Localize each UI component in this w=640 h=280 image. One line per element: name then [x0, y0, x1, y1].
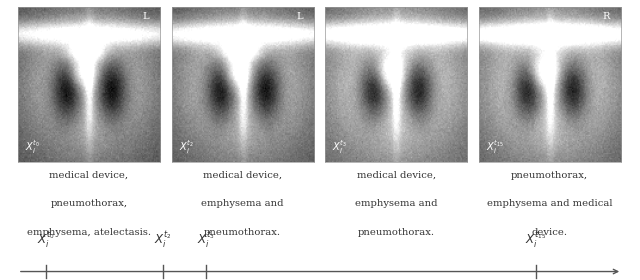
Text: $X_i^{t_0}$: $X_i^{t_0}$ [25, 139, 40, 156]
Text: medical device,

emphysema and

pneumothorax.: medical device, emphysema and pneumothor… [202, 171, 284, 237]
Text: $X_i^{t_{15}}$: $X_i^{t_{15}}$ [525, 230, 547, 250]
Text: $X_i^{t_3}$: $X_i^{t_3}$ [332, 139, 348, 156]
Text: $X_i^{t_{15}}$: $X_i^{t_{15}}$ [486, 139, 504, 156]
Text: $X_i^{t_2}$: $X_i^{t_2}$ [154, 230, 172, 250]
Text: L: L [296, 12, 303, 21]
Text: $X_i^{t_3}$: $X_i^{t_3}$ [197, 230, 215, 250]
Text: $X_i^{t_2}$: $X_i^{t_2}$ [179, 139, 194, 156]
Text: L: L [143, 12, 149, 21]
Text: medical device,

emphysema and

pneumothorax.: medical device, emphysema and pneumothor… [355, 171, 437, 237]
Text: R: R [603, 12, 611, 21]
Text: pneumothorax,

emphysema and medical

device.: pneumothorax, emphysema and medical devi… [487, 171, 612, 237]
Text: medical device,

pneumothorax,

emphysema, atelectasis.: medical device, pneumothorax, emphysema,… [27, 171, 151, 237]
Text: $X_i^{t_0}$: $X_i^{t_0}$ [37, 230, 55, 250]
